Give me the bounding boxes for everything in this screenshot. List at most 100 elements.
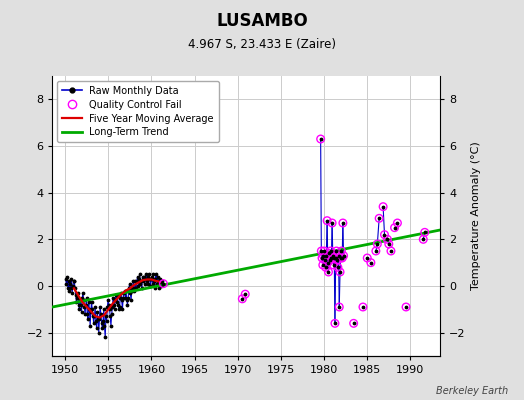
Point <box>387 248 395 254</box>
Point <box>112 292 120 298</box>
Point <box>104 297 112 303</box>
Point <box>419 236 428 242</box>
Point <box>121 294 129 301</box>
Point <box>322 252 331 259</box>
Point <box>159 280 168 287</box>
Point <box>331 320 339 326</box>
Point <box>115 304 124 310</box>
Point <box>76 297 84 303</box>
Legend: Raw Monthly Data, Quality Control Fail, Five Year Moving Average, Long-Term Tren: Raw Monthly Data, Quality Control Fail, … <box>57 81 219 142</box>
Point <box>84 316 92 322</box>
Point <box>241 291 249 297</box>
Point <box>111 306 119 312</box>
Point <box>115 306 123 312</box>
Point <box>393 220 401 226</box>
Point <box>136 280 145 287</box>
Point <box>126 290 135 296</box>
Point <box>335 304 343 310</box>
Point <box>122 288 130 294</box>
Point <box>65 288 73 294</box>
Point <box>372 248 380 254</box>
Point <box>338 255 346 261</box>
Point <box>118 306 127 312</box>
Point <box>117 290 125 296</box>
Point <box>155 285 163 292</box>
Point <box>63 285 72 292</box>
Point <box>99 318 107 324</box>
Point <box>72 292 80 298</box>
Point <box>327 255 335 261</box>
Point <box>64 278 73 284</box>
Point <box>88 299 96 306</box>
Point <box>321 264 330 270</box>
Point <box>78 308 86 315</box>
Point <box>375 215 384 222</box>
Point <box>133 278 141 284</box>
Point <box>138 285 146 292</box>
Point <box>319 262 327 268</box>
Point <box>157 283 166 289</box>
Point <box>387 248 395 254</box>
Point <box>336 269 344 275</box>
Point <box>139 278 147 284</box>
Point <box>402 304 410 310</box>
Point <box>146 276 154 282</box>
Point <box>154 278 162 284</box>
Point <box>85 306 94 312</box>
Point <box>123 297 131 303</box>
Point <box>102 313 110 320</box>
Point <box>158 278 166 284</box>
Point <box>316 136 325 142</box>
Point <box>337 248 346 254</box>
Point <box>421 229 429 236</box>
Point <box>119 290 128 296</box>
Point <box>107 322 115 329</box>
Point <box>334 252 343 259</box>
Point <box>325 250 333 256</box>
Point <box>72 299 81 306</box>
Point <box>82 294 91 301</box>
Point <box>111 297 119 303</box>
Point <box>159 280 168 287</box>
Point <box>130 285 139 292</box>
Point <box>106 313 114 320</box>
Point <box>318 255 326 261</box>
Point <box>90 313 99 320</box>
Point <box>320 248 329 254</box>
Point <box>84 299 93 306</box>
Point <box>402 304 410 310</box>
Point <box>318 255 326 261</box>
Point <box>92 318 100 324</box>
Point <box>107 311 116 317</box>
Point <box>67 276 75 282</box>
Point <box>419 236 428 242</box>
Point <box>74 302 83 308</box>
Point <box>80 304 89 310</box>
Point <box>336 255 345 261</box>
Point <box>317 248 325 254</box>
Point <box>380 232 389 238</box>
Point <box>105 306 114 312</box>
Point <box>373 241 381 247</box>
Point <box>98 325 106 331</box>
Point <box>339 220 347 226</box>
Point <box>109 294 117 301</box>
Point <box>132 285 140 292</box>
Point <box>326 257 334 264</box>
Point <box>88 306 96 312</box>
Point <box>75 306 83 312</box>
Point <box>113 299 121 306</box>
Point <box>133 274 141 280</box>
Point <box>101 334 110 340</box>
Point <box>421 229 429 236</box>
Point <box>319 262 327 268</box>
Point <box>136 271 144 278</box>
Point <box>95 316 104 322</box>
Point <box>100 306 108 312</box>
Point <box>149 271 158 278</box>
Point <box>138 274 147 280</box>
Point <box>156 276 165 282</box>
Point <box>137 278 145 284</box>
Point <box>131 278 139 284</box>
Point <box>86 322 94 329</box>
